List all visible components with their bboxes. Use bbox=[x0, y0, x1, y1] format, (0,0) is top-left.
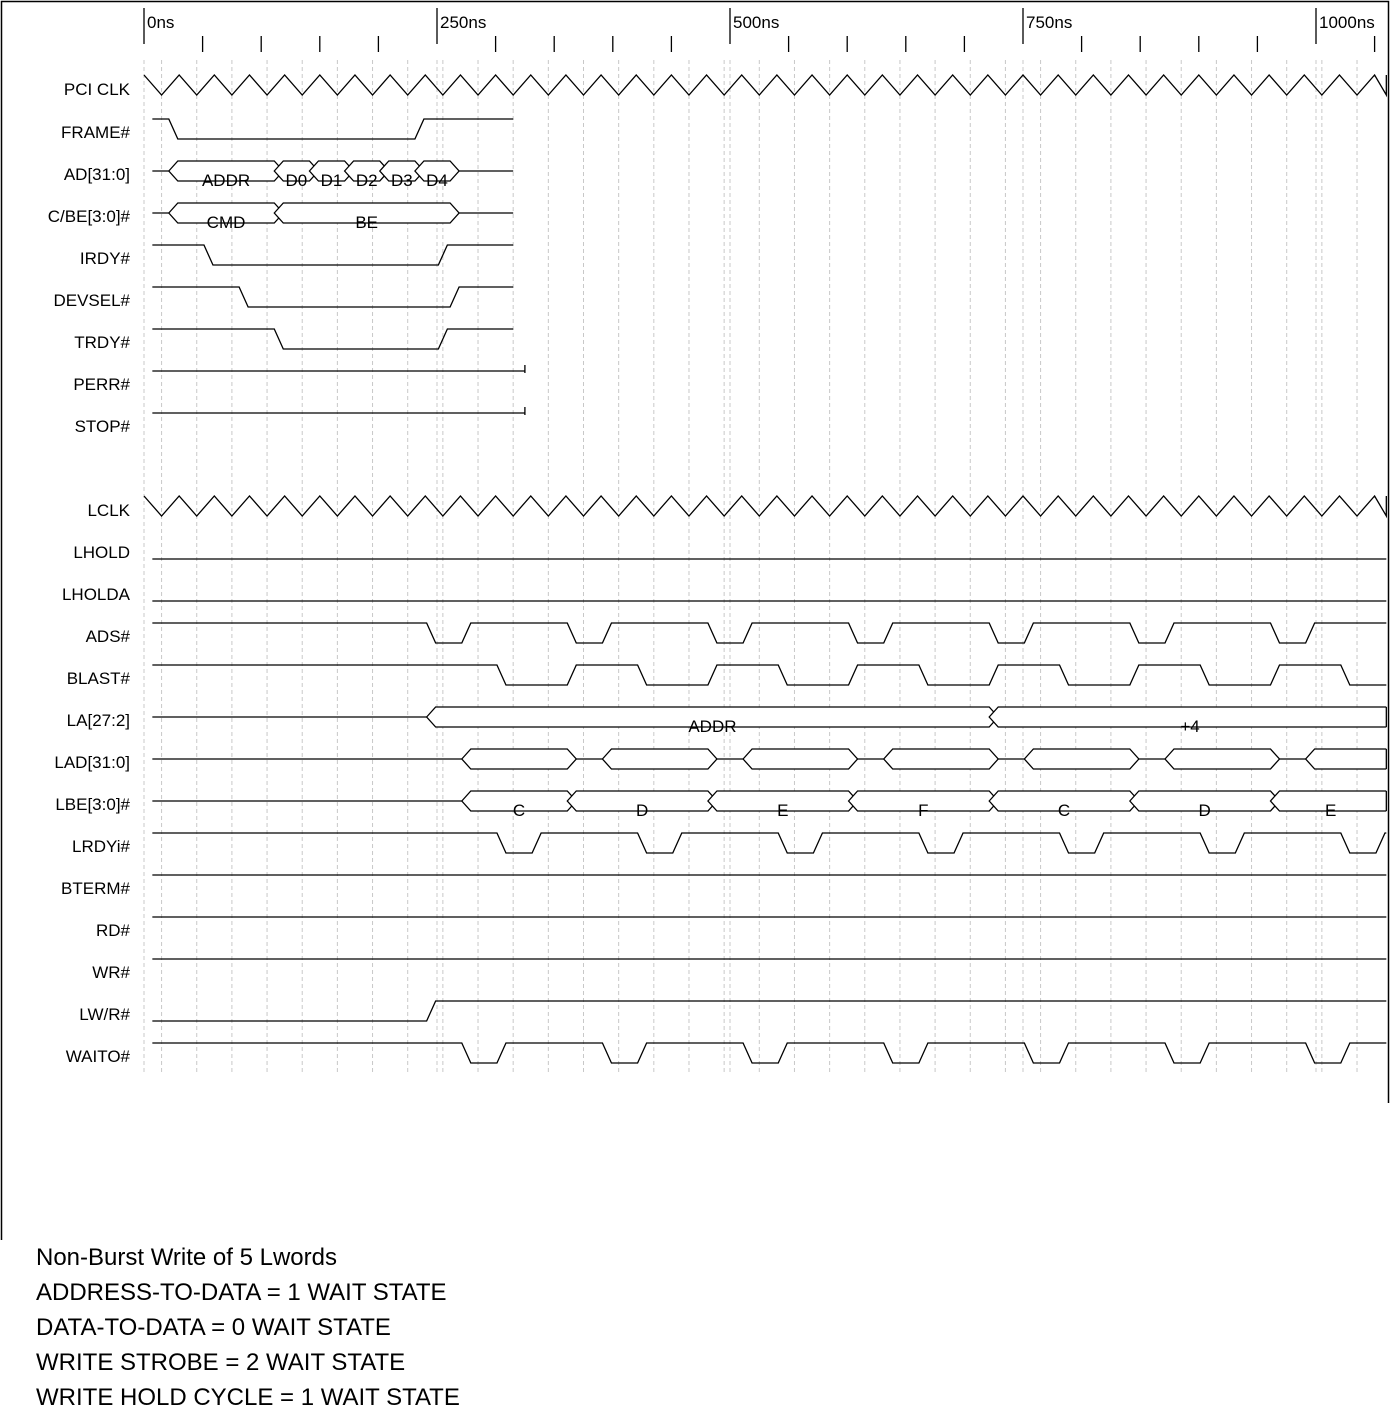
signal-lhold: LHOLD bbox=[73, 543, 1387, 562]
signal-stop: STOP# bbox=[75, 407, 526, 436]
notes-block: Non-Burst Write of 5 Lwords ADDRESS-TO-D… bbox=[36, 1240, 460, 1415]
signal-label: STOP# bbox=[75, 417, 131, 436]
bus-value-label: D bbox=[636, 801, 648, 820]
grid-lines bbox=[143, 60, 1358, 1075]
time-axis: 0ns 250ns 500ns 750ns 1000ns bbox=[143, 8, 1376, 52]
time-tick-label: 750ns bbox=[1026, 13, 1072, 32]
signal-lbe-3-0: LBE[3:0]# C D E F C D E bbox=[55, 790, 1387, 820]
level-waveform bbox=[152, 832, 1387, 854]
signal-irdy: IRDY# bbox=[80, 244, 514, 268]
signal-la-27-2: LA[27:2] ADDR +4 bbox=[67, 706, 1387, 736]
signal-label: LW/R# bbox=[79, 1005, 130, 1024]
note-line: Non-Burst Write of 5 Lwords bbox=[36, 1244, 337, 1271]
bus-value-label: D4 bbox=[426, 171, 448, 190]
signal-wr: WR# bbox=[92, 958, 1387, 982]
bus-segment bbox=[460, 748, 578, 770]
signal-pci-clk: PCI CLK bbox=[64, 73, 1387, 99]
signal-bterm: BTERM# bbox=[61, 874, 1387, 898]
note-line: DATA-TO-DATA = 0 WAIT STATE bbox=[36, 1314, 391, 1341]
signal-frame: FRAME# bbox=[61, 118, 514, 142]
signal-label: BLAST# bbox=[67, 669, 131, 688]
signal-trdy: TRDY# bbox=[74, 328, 514, 352]
signal-label: LA[27:2] bbox=[67, 711, 130, 730]
bus-value-label: D1 bbox=[321, 171, 343, 190]
bus-value-label: CMD bbox=[207, 213, 246, 232]
time-tick-label: 0ns bbox=[147, 13, 174, 32]
note-line: ADDRESS-TO-DATA = 1 WAIT STATE bbox=[36, 1279, 447, 1306]
time-tick-label: 1000ns bbox=[1319, 13, 1375, 32]
bus-segment bbox=[742, 748, 859, 770]
bus-value-label: D3 bbox=[391, 171, 413, 190]
note-line: WRITE STROBE = 2 WAIT STATE bbox=[36, 1349, 406, 1376]
signal-label: LHOLD bbox=[73, 543, 130, 562]
bus-segment bbox=[1304, 748, 1387, 770]
clock-waveform bbox=[143, 494, 1387, 519]
bus-value-label: D2 bbox=[356, 171, 378, 190]
signal-lad-31-0: LAD[31:0] bbox=[54, 748, 1387, 772]
time-tick-label: 250ns bbox=[440, 13, 486, 32]
level-waveform bbox=[152, 118, 514, 140]
signal-lw-r: LW/R# bbox=[79, 1000, 1387, 1024]
level-waveform bbox=[152, 1000, 1387, 1022]
signal-label: LRDYi# bbox=[72, 837, 130, 856]
bus-segment bbox=[988, 706, 1387, 728]
bus-segment bbox=[601, 748, 718, 770]
signal-label: RD# bbox=[96, 921, 131, 940]
bus-value-label: D bbox=[1199, 801, 1211, 820]
signal-blast: BLAST# bbox=[67, 664, 1387, 688]
bus-segment bbox=[1023, 748, 1140, 770]
timing-diagram: 0ns 250ns 500ns 750ns 1000ns PCI CLK LCLK FRAME… bbox=[0, 0, 1390, 1240]
level-waveform bbox=[152, 664, 1387, 686]
level-waveform bbox=[152, 328, 514, 350]
level-waveform bbox=[152, 286, 514, 308]
signal-lrdyi: LRDYi# bbox=[72, 832, 1387, 856]
clock-waveform bbox=[143, 73, 1387, 98]
bus-value-label: ADDR bbox=[688, 717, 736, 736]
signal-label: BTERM# bbox=[61, 879, 131, 898]
signal-waito: WAITO# bbox=[66, 1042, 1387, 1066]
signal-lclk: LCLK bbox=[87, 494, 1387, 520]
signal-label: IRDY# bbox=[80, 249, 131, 268]
signal-label: ADS# bbox=[86, 627, 131, 646]
bus-segment bbox=[882, 748, 1000, 770]
bus-segment bbox=[1269, 790, 1387, 812]
signal-label: LAD[31:0] bbox=[54, 753, 130, 772]
signal-label: LBE[3:0]# bbox=[55, 795, 130, 814]
signal-label: PERR# bbox=[73, 375, 130, 394]
note-line: WRITE HOLD CYCLE = 1 WAIT STATE bbox=[36, 1384, 460, 1411]
signal-label: PCI CLK bbox=[64, 80, 131, 99]
signal-rd: RD# bbox=[96, 916, 1387, 940]
signal-label: AD[31:0] bbox=[64, 165, 130, 184]
signal-label: LHOLDA bbox=[62, 585, 131, 604]
signal-label: WR# bbox=[92, 963, 130, 982]
signal-lholda: LHOLDA bbox=[62, 585, 1387, 604]
bus-value-label: E bbox=[777, 801, 788, 820]
bus-value-label: C bbox=[513, 801, 525, 820]
signal-devsel: DEVSEL# bbox=[53, 286, 514, 310]
signal-c-be-3-0: C/BE[3:0]# CMD BE bbox=[48, 202, 514, 232]
signal-label: C/BE[3:0]# bbox=[48, 207, 131, 226]
signal-label: TRDY# bbox=[74, 333, 130, 352]
level-waveform bbox=[152, 622, 1387, 644]
level-waveform bbox=[152, 1042, 1387, 1064]
bus-value-label: E bbox=[1325, 801, 1336, 820]
time-tick-label: 500ns bbox=[733, 13, 779, 32]
signal-label: FRAME# bbox=[61, 123, 131, 142]
bus-value-label: D0 bbox=[285, 171, 307, 190]
signal-ad-31-0: AD[31:0] ADDR D0 D1 D2 D3 D4 bbox=[64, 160, 514, 190]
diagram-frame bbox=[0, 0, 1390, 1240]
signal-label: WAITO# bbox=[66, 1047, 131, 1066]
bus-value-label: F bbox=[918, 801, 928, 820]
signal-label: DEVSEL# bbox=[53, 291, 130, 310]
bus-value-label: ADDR bbox=[202, 171, 250, 190]
level-waveform bbox=[152, 244, 514, 266]
signal-label: LCLK bbox=[87, 501, 130, 520]
bus-value-label: C bbox=[1058, 801, 1070, 820]
signal-ads: ADS# bbox=[86, 622, 1387, 646]
bus-value-label: +4 bbox=[1180, 717, 1199, 736]
signal-perr: PERR# bbox=[73, 365, 526, 394]
bus-value-label: BE bbox=[355, 213, 378, 232]
bus-segment bbox=[1164, 748, 1281, 770]
